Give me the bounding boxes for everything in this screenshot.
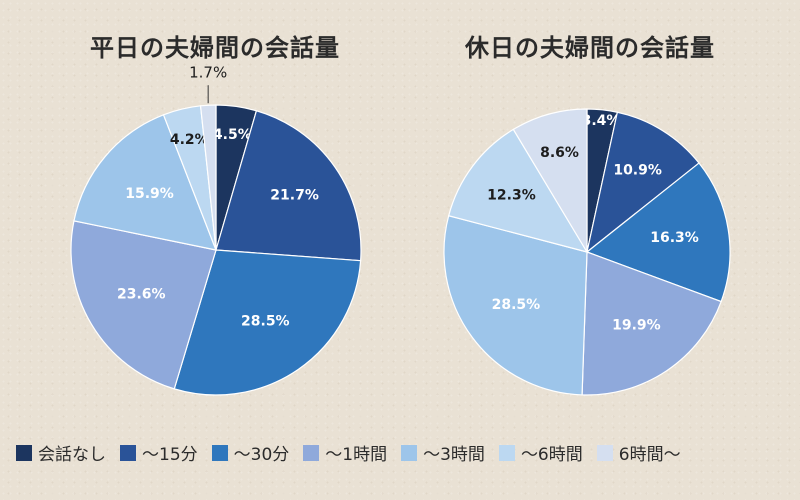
pie1-slice-4 — [443, 215, 588, 396]
pie1-label-3: 19.9% — [612, 318, 661, 334]
legend-swatch-0 — [16, 444, 32, 461]
legend-label-5: ～6時間 — [520, 445, 583, 465]
legend: 会話なし ～15分 ～30分 ～1時間 ～3時間 ～6時間 6時間～ — [16, 440, 695, 465]
pie0-slice-6 — [199, 104, 217, 251]
pie0-label-3: 23.6% — [117, 287, 166, 303]
pie0-label-6: 1.7% — [189, 64, 227, 82]
legend-swatch-3 — [303, 444, 320, 461]
pie1-slice-2 — [585, 162, 731, 303]
pie1-label-2: 16.3% — [650, 230, 699, 246]
legend-item-2: ～30分 — [211, 440, 290, 465]
legend-item-3: ～1時間 — [303, 440, 387, 465]
pie0-slice-2 — [173, 249, 362, 396]
legend-swatch-1 — [120, 444, 136, 461]
legend-item-1: ～15分 — [120, 440, 198, 465]
pie0-label-4: 15.9% — [125, 186, 174, 202]
pie0-label-1: 21.7% — [270, 187, 319, 203]
pie0-slice-3 — [70, 220, 217, 390]
pie0-slice-1 — [215, 110, 362, 262]
legend-label-6: 6時間～ — [618, 445, 681, 465]
legend-label-3: ～1時間 — [325, 445, 388, 465]
legend-label-4: ～3時間 — [423, 445, 485, 465]
legend-item-4: ～3時間 — [401, 440, 485, 465]
pie0-slice-4 — [73, 114, 217, 251]
legend-label-1: ～15分 — [142, 445, 198, 465]
chart-title-holiday: 休日の夫婦間の会話量 — [465, 34, 715, 62]
pie1-slice-5 — [447, 128, 589, 253]
legend-swatch-2 — [211, 444, 228, 461]
legend-swatch-4 — [401, 444, 418, 461]
legend-item-0: 会話なし — [16, 440, 106, 465]
pie1-label-5: 12.3% — [487, 187, 536, 203]
legend-item-5: ～6時間 — [498, 440, 583, 465]
legend-item-6: 6時間～ — [596, 440, 681, 465]
chart-title-weekday: 平日の夫婦間の会話量 — [90, 34, 340, 62]
pie1-slice-6 — [512, 108, 588, 255]
legend-label-0: 会話なし — [38, 445, 106, 465]
pie1-slice-3 — [581, 251, 722, 396]
legend-label-2: ～30分 — [233, 445, 290, 465]
legend-swatch-5 — [498, 444, 515, 461]
pie1-label-1: 10.9% — [613, 163, 662, 179]
pie1-slice-1 — [586, 111, 700, 254]
pie0-label-5: 4.2% — [170, 132, 209, 148]
pie1-label-0: 3.4% — [582, 113, 621, 129]
pie0-label-0: 4.5% — [213, 127, 252, 143]
pie0-label-2: 28.5% — [241, 314, 290, 330]
pie1-label-6: 8.6% — [540, 145, 579, 161]
pie1-label-4: 28.5% — [492, 297, 541, 313]
legend-swatch-6 — [596, 444, 613, 461]
